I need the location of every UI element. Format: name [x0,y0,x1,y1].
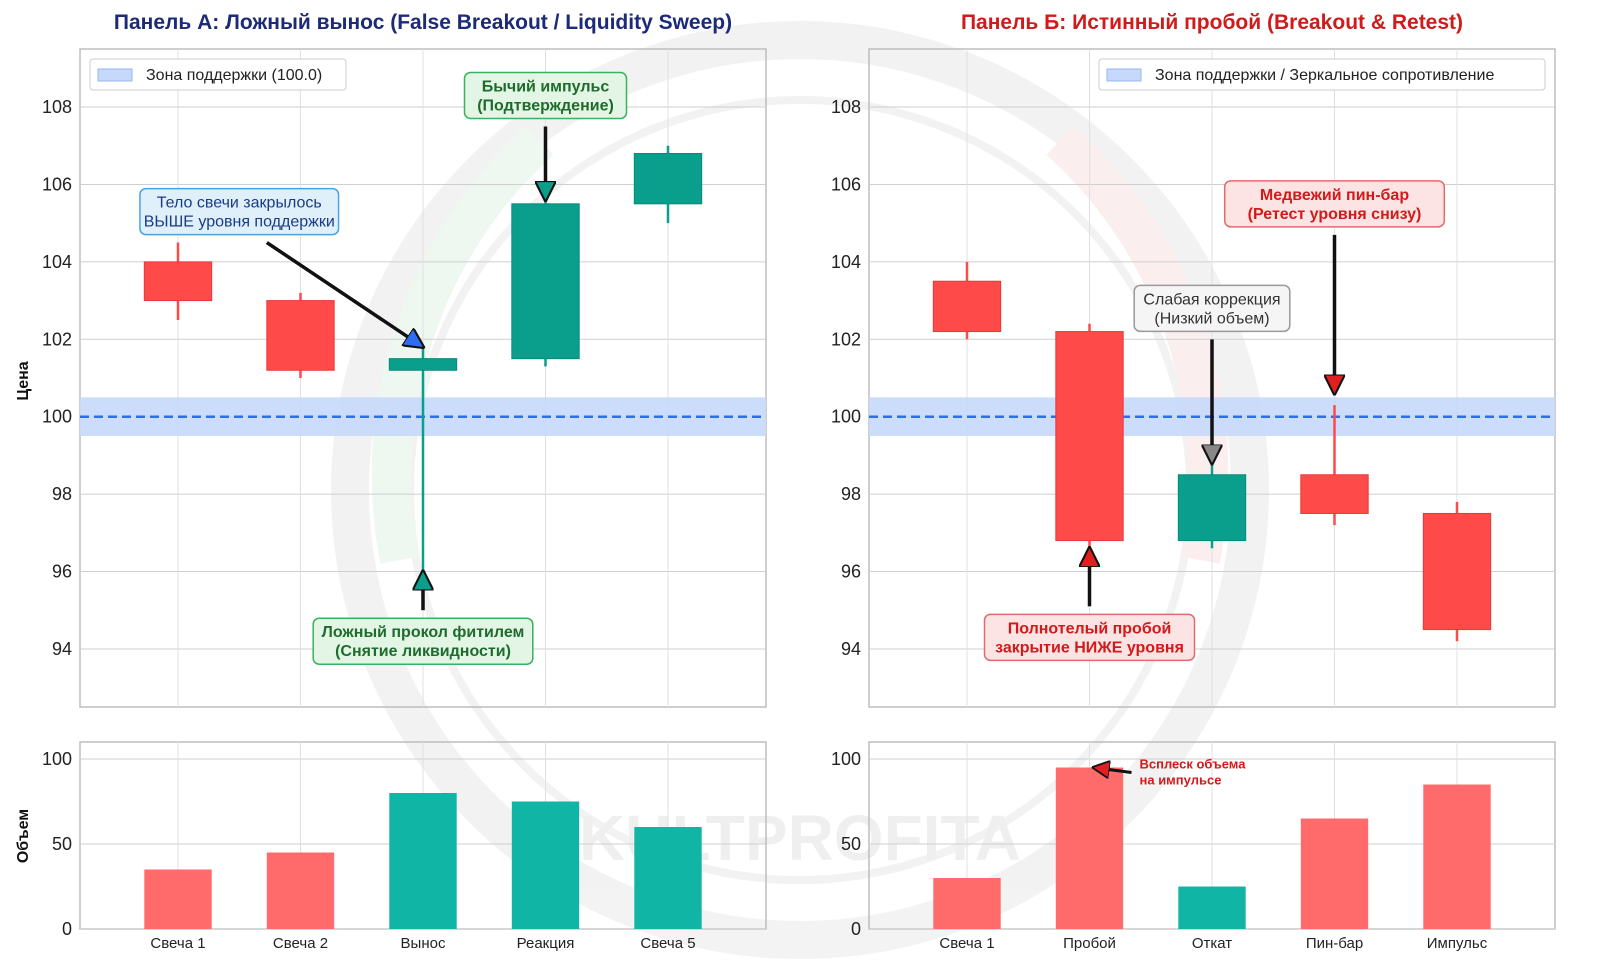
annotation-text: Тело свечи закрылось [157,195,322,212]
volume-annotation-text: на импульсе [1140,773,1222,788]
annotation-text: (Подтверждение) [477,97,614,114]
annotation-text: ВЫШЕ уровня поддержки [144,214,335,231]
category-tick-label: Вынос [401,935,446,952]
candle-body [1300,474,1369,514]
price-tick-label: 102 [831,329,861,349]
annotation-text: Ложный прокол фитилем [322,624,525,641]
legend-label: Зона поддержки / Зеркальное сопротивлени… [1155,67,1494,84]
price-tick-label: 98 [841,484,861,504]
price-tick-label: 106 [42,174,72,194]
price-tick-label: 96 [841,562,861,582]
volume-tick-label: 50 [841,834,861,854]
price-tick-label: 106 [831,174,861,194]
panel-a-volume-chart: 0 50 100 Свеча 1 Свеча 2 Вынос Реакция Свеча 5 [42,741,767,952]
candle-body [633,153,703,205]
candle-body [1422,512,1492,631]
candle-body [932,280,1002,333]
candle-body [1055,331,1124,542]
legend-swatch [97,68,133,82]
volume-annotation-arrow [1094,768,1132,773]
volume-axis-label: Объем [15,809,32,863]
candle-body [266,300,335,371]
volume-bar [1300,818,1369,929]
legend-label: Зона поддержки (100.0) [146,67,322,84]
candle-body [388,358,458,371]
price-axis-label: Цена [15,361,32,400]
price-tick-label: 100 [42,407,72,427]
annotation-box [1223,180,1446,228]
annotation-text: (Ретест уровня снизу) [1248,206,1422,223]
annotation-box [983,613,1196,662]
candle-body [143,261,213,302]
annotation-text: Бычий импульс [482,78,610,95]
volume-bar [1055,767,1124,929]
volume-tick-label: 50 [52,834,72,854]
volume-bar [933,878,1001,929]
category-tick-label: Свеча 1 [150,935,205,952]
volume-bar [144,869,212,929]
legend-box [89,58,347,91]
category-tick-label: Свеча 1 [939,935,994,952]
panel-a-title: Панель А: Ложный вынос (False Breakout /… [114,11,732,34]
annotation-text: закрытие НИЖЕ уровня [995,639,1184,656]
volume-tick-label: 100 [831,749,861,769]
category-tick-label: Импульс [1427,935,1488,952]
volume-tick-label: 100 [42,749,72,769]
legend-box [1098,58,1546,91]
annotation-box [139,187,340,236]
panel-b-volume-chart: 0 50 100 Свеча 1 Пробой Откат Пин-бар Импульс Вс… [831,741,1556,952]
annotation-text: Медвежий пин-бар [1260,187,1409,204]
annotation-box [1133,284,1291,333]
volume-bar [1178,886,1246,929]
category-tick-label: Пробой [1063,935,1116,952]
price-tick-label: 94 [841,639,861,659]
category-tick-label: Реакция [517,935,575,952]
price-tick-label: 96 [52,562,72,582]
annotation-text: (Низкий объем) [1154,310,1269,327]
price-tick-label: 108 [831,97,861,117]
volume-annotation-text: Всплеск объема [1140,757,1247,772]
candle-body [511,203,580,360]
volume-bar [511,801,580,929]
category-tick-label: Откат [1192,935,1232,952]
panel-b-price-chart: 94 96 98 100 102 104 106 108 Зона поддержки / Зе… [831,48,1556,708]
volume-bar [634,827,702,929]
price-tick-label: 98 [52,484,72,504]
price-tick-label: 108 [42,97,72,117]
volume-bar [1423,784,1491,929]
legend-swatch [1106,68,1142,82]
volume-tick-label: 0 [851,919,861,939]
price-tick-label: 100 [831,407,861,427]
price-tick-label: 102 [42,329,72,349]
category-tick-label: Свеча 5 [640,935,695,952]
price-tick-label: 104 [42,252,72,272]
category-tick-label: Свеча 2 [273,935,328,952]
annotation-arrow [265,241,423,347]
category-tick-label: Пин-бар [1306,935,1363,952]
panel-a-price-chart: 94 96 98 100 102 104 106 108 Зона поддержки (100… [42,48,767,708]
price-tick-label: 104 [831,252,861,272]
annotation-box [463,71,628,120]
price-tick-label: 94 [52,639,72,659]
annotation-text: Полнотелый пробой [1008,620,1172,637]
volume-tick-label: 0 [62,919,72,939]
candle-body [1177,474,1247,542]
annotation-box [312,617,534,665]
panel-b-title: Панель Б: Истинный пробой (Breakout & Re… [961,11,1463,34]
volume-bar [266,852,335,929]
annotation-text: (Снятие ликвидности) [335,643,511,660]
annotation-text: Слабая коррекция [1143,291,1280,308]
volume-bar [389,793,457,929]
